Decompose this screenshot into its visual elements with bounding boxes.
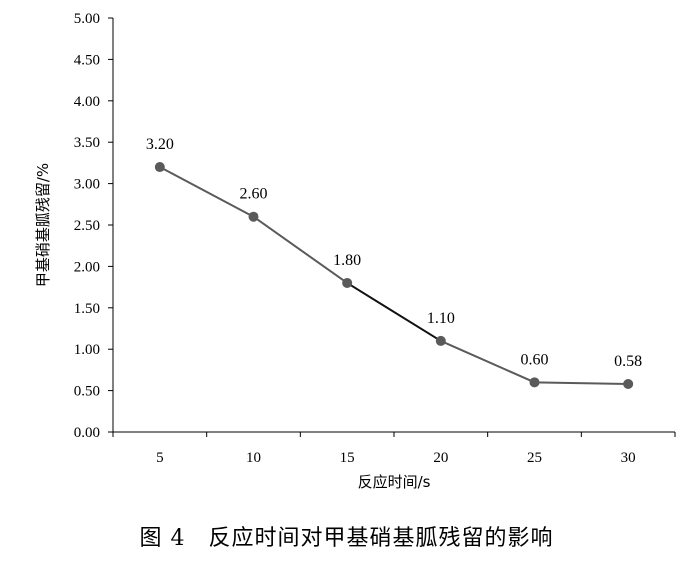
x-tick-label: 10 [246, 450, 261, 466]
data-label: 0.60 [521, 351, 549, 368]
x-tick-label: 30 [621, 450, 636, 466]
y-tick-label: 1.00 [74, 342, 100, 358]
data-label: 2.60 [240, 186, 268, 203]
data-point [623, 378, 634, 389]
y-tick-label: 5.00 [74, 11, 100, 27]
x-tick-label: 20 [433, 450, 448, 466]
y-tick-label: 0.50 [74, 384, 100, 400]
y-tick-label: 4.00 [74, 94, 100, 110]
x-tick-label: 5 [156, 450, 164, 466]
data-point [529, 377, 540, 388]
y-tick-label: 3.50 [74, 135, 100, 151]
x-tick-label: 25 [527, 450, 542, 466]
data-label: 1.80 [333, 252, 361, 269]
series-segment [534, 381, 629, 385]
data-point [435, 335, 446, 346]
y-axis-ticks: 0.00 0.50 1.00 1.50 2.00 2.50 3.00 3.50 4.00 4.50… [74, 11, 113, 441]
x-axis-title: 反应时间/s [358, 473, 431, 491]
y-tick-label: 4.50 [74, 52, 100, 68]
series-points [154, 162, 634, 389]
data-point [154, 162, 165, 173]
figure-caption: 图 4 反应时间对甲基硝基胍残留的影响 [139, 526, 554, 551]
series-segment [440, 340, 535, 384]
series-segment [346, 282, 442, 342]
y-tick-label: 2.00 [74, 259, 100, 275]
y-tick-label: 1.50 [74, 301, 100, 317]
series-segment [159, 166, 254, 218]
series-line [159, 166, 629, 385]
data-label: 3.20 [146, 136, 174, 153]
y-tick-label: 0.00 [74, 425, 100, 441]
data-labels: 3.20 2.60 1.80 1.10 0.60 0.58 [146, 136, 642, 370]
data-label: 1.10 [427, 310, 455, 327]
line-chart: 0.00 0.50 1.00 1.50 2.00 2.50 3.00 3.50 4.00 4.50… [34, 11, 676, 491]
series-segment [252, 215, 348, 284]
y-tick-label: 3.00 [74, 177, 100, 193]
data-point [342, 277, 353, 288]
y-tick-label: 2.50 [74, 218, 100, 234]
data-label: 0.58 [614, 353, 642, 370]
y-axis-title: 甲基硝基胍残留/% [34, 163, 52, 287]
x-axis-ticks: 5 10 15 20 25 30 [112, 432, 676, 466]
data-point [248, 211, 259, 222]
x-tick-label: 15 [340, 450, 355, 466]
